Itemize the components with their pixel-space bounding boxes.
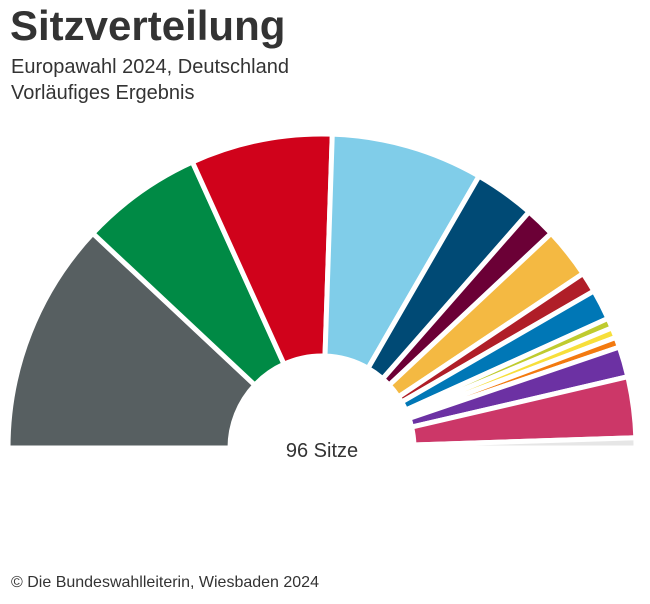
chart-subtitle: Europawahl 2024, Deutschland: [11, 56, 289, 78]
copyright-footer: © Die Bundeswahlleiterin, Wiesbaden 2024: [11, 574, 319, 591]
seat-segment-0: [5, 230, 258, 451]
chart-subtitle-2: Vorläufiges Ergebnis: [11, 82, 195, 104]
chart-title: Sitzverteilung: [10, 2, 286, 49]
seat-segment-3: [322, 131, 482, 371]
seat-total-label: 96 Sitze: [285, 440, 359, 462]
seat-segment-14: [411, 435, 639, 451]
